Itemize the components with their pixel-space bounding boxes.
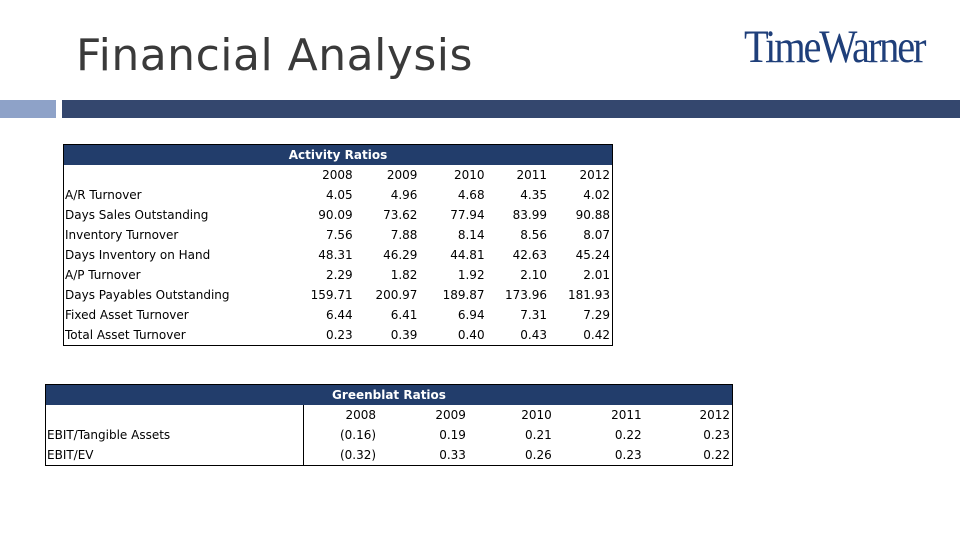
table-row: Days Payables Outstanding 159.71 200.97 189… xyxy=(64,285,613,305)
slide-title: Financial Analysis xyxy=(76,30,473,81)
value-cell: 200.97 xyxy=(375,288,418,302)
value-cell: (0.16) xyxy=(339,428,377,442)
table-row: Inventory Turnover 7.56 7.88 8.14 8.56 8.07 xyxy=(64,225,613,245)
year-header-cell: 2011 xyxy=(516,168,548,182)
value-cell: 181.93 xyxy=(568,288,610,302)
row-label: A/P Turnover xyxy=(65,268,141,282)
year-header-cell: 2009 xyxy=(435,408,466,422)
activity-ratios-table: Activity Ratios 2008 2009 2010 2011 2012 A/R T… xyxy=(63,144,613,346)
value-cell: 0.22 xyxy=(703,448,730,462)
year-header-cell: 2009 xyxy=(386,168,418,182)
value-cell: 1.82 xyxy=(390,268,418,282)
year-header-cell: 2008 xyxy=(345,408,377,422)
greenblat-ratios-table: Greenblat Ratios 2008 2009 2010 2011 2012 EBIT… xyxy=(45,384,733,466)
table-row: Days Sales Outstanding 90.09 73.62 77.94 83.… xyxy=(64,205,613,225)
value-cell: 0.33 xyxy=(439,448,466,462)
value-cell: (0.32) xyxy=(339,448,377,462)
value-cell: 4.35 xyxy=(520,188,548,202)
value-cell: 0.22 xyxy=(614,428,642,442)
year-header-cell: 2010 xyxy=(521,408,552,422)
value-cell: 44.81 xyxy=(450,248,485,262)
value-cell: 4.68 xyxy=(457,188,485,202)
table-title: Activity Ratios xyxy=(63,144,613,165)
value-cell: 83.99 xyxy=(512,208,548,222)
table-row: A/R Turnover 4.05 4.96 4.68 4.35 4.02 xyxy=(64,185,613,205)
value-cell: 159.71 xyxy=(310,288,353,302)
table-row: A/P Turnover 2.29 1.82 1.92 2.10 2.01 xyxy=(64,265,613,285)
year-header-blank xyxy=(45,405,304,425)
value-cell: 0.21 xyxy=(525,428,552,442)
value-cell: 90.09 xyxy=(318,208,353,222)
value-cell: 6.44 xyxy=(325,308,353,322)
row-label: EBIT/Tangible Assets xyxy=(45,425,304,445)
row-label: Days Payables Outstanding xyxy=(65,288,230,302)
table-row: EBIT/Tangible Assets (0.16) 0.19 0.21 0.22 0.… xyxy=(45,425,733,445)
year-header-cell: 2012 xyxy=(579,168,610,182)
value-cell: 189.87 xyxy=(442,288,485,302)
value-cell: 6.94 xyxy=(457,308,485,322)
value-cell: 48.31 xyxy=(318,248,353,262)
table-row: EBIT/EV (0.32) 0.33 0.26 0.23 0.22 xyxy=(45,445,733,466)
value-cell: 2.29 xyxy=(325,268,353,282)
row-label: Fixed Asset Turnover xyxy=(65,308,189,322)
year-header-cell: 2010 xyxy=(454,168,485,182)
value-cell: 4.02 xyxy=(583,188,610,202)
time-warner-logo: TimeWarner xyxy=(744,21,926,73)
accent-bar-main xyxy=(62,100,960,118)
row-label: EBIT/EV xyxy=(45,445,304,466)
value-cell: 8.07 xyxy=(583,228,610,242)
value-cell: 46.29 xyxy=(383,248,418,262)
value-cell: 4.96 xyxy=(390,188,418,202)
year-header-blank xyxy=(64,165,270,185)
row-label: Days Inventory on Hand xyxy=(65,248,211,262)
value-cell: 0.26 xyxy=(525,448,552,462)
value-cell: 0.19 xyxy=(439,428,466,442)
row-label: Days Sales Outstanding xyxy=(65,208,209,222)
accent-bar-left xyxy=(0,100,56,118)
value-cell: 77.94 xyxy=(450,208,485,222)
value-cell: 0.43 xyxy=(520,328,548,342)
year-header-cell: 2011 xyxy=(611,408,642,422)
table-title: Greenblat Ratios xyxy=(45,384,733,405)
table-header-row: Activity Ratios xyxy=(63,144,613,165)
row-label: Total Asset Turnover xyxy=(65,328,186,342)
value-cell: 0.23 xyxy=(325,328,353,342)
table-row: Days Inventory on Hand 48.31 46.29 44.81 42.… xyxy=(64,245,613,265)
value-cell: 7.88 xyxy=(390,228,418,242)
value-cell: 0.23 xyxy=(614,448,642,462)
row-label: Inventory Turnover xyxy=(65,228,179,242)
table-header-row: Greenblat Ratios xyxy=(45,384,733,405)
value-cell: 7.31 xyxy=(520,308,548,322)
value-cell: 0.23 xyxy=(703,428,730,442)
value-cell: 8.14 xyxy=(457,228,485,242)
year-header-cell: 2008 xyxy=(322,168,353,182)
value-cell: 73.62 xyxy=(383,208,418,222)
table-row: Fixed Asset Turnover 6.44 6.41 6.94 7.31 7.29 xyxy=(64,305,613,325)
value-cell: 4.05 xyxy=(325,188,353,202)
value-cell: 90.88 xyxy=(575,208,610,222)
value-cell: 8.56 xyxy=(520,228,548,242)
value-cell: 0.39 xyxy=(390,328,418,342)
value-cell: 2.10 xyxy=(520,268,548,282)
value-cell: 7.29 xyxy=(583,308,610,322)
value-cell: 42.63 xyxy=(512,248,548,262)
row-label: A/R Turnover xyxy=(65,188,142,202)
value-cell: 7.56 xyxy=(325,228,353,242)
table-row: Total Asset Turnover 0.23 0.39 0.40 0.43 0.42 xyxy=(64,325,613,346)
year-header-row: 2008 2009 2010 2011 2012 xyxy=(64,165,613,185)
year-header-row: 2008 2009 2010 2011 2012 xyxy=(45,405,733,425)
value-cell: 1.92 xyxy=(457,268,485,282)
value-cell: 173.96 xyxy=(505,288,548,302)
value-cell: 2.01 xyxy=(583,268,610,282)
value-cell: 6.41 xyxy=(390,308,418,322)
value-cell: 0.40 xyxy=(457,328,485,342)
year-header-cell: 2012 xyxy=(699,408,730,422)
value-cell: 45.24 xyxy=(575,248,610,262)
value-cell: 0.42 xyxy=(583,328,610,342)
